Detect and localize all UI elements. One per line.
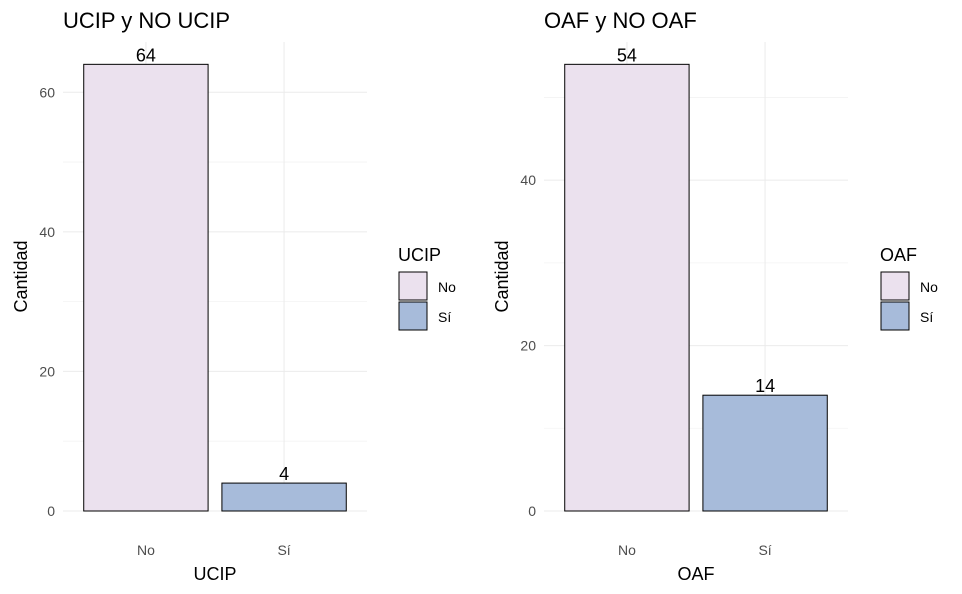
legend-item-label: Sí — [920, 309, 933, 325]
bar-no — [83, 63, 209, 512]
bar-value-label: 54 — [617, 45, 637, 65]
legend-swatch — [398, 271, 428, 301]
y-tick-label: 0 — [47, 503, 55, 519]
bar-value-label: 4 — [279, 464, 289, 484]
x-axis-title: OAF — [677, 564, 714, 584]
x-axis-title: UCIP — [193, 564, 236, 584]
legend-title: UCIP — [398, 245, 441, 265]
legend-swatch — [880, 301, 910, 331]
legend-item-label: No — [438, 279, 456, 295]
chart-title: OAF y NO OAF — [544, 8, 697, 33]
y-tick-label: 20 — [39, 363, 55, 379]
y-tick-label: 0 — [528, 503, 536, 519]
x-tick-label: Sí — [277, 542, 290, 558]
bar-no — [564, 63, 690, 512]
y-tick-label: 40 — [520, 172, 536, 188]
y-tick-label: 40 — [39, 224, 55, 240]
legend-title: OAF — [880, 245, 917, 265]
y-tick-label: 20 — [520, 338, 536, 354]
y-axis-title: Cantidad — [11, 240, 31, 312]
bar-value-label: 64 — [136, 45, 156, 65]
x-tick-label: Sí — [758, 542, 771, 558]
bar-value-label: 14 — [755, 376, 775, 396]
legend-item-label: Sí — [438, 309, 451, 325]
y-axis-title: Cantidad — [492, 240, 512, 312]
legend-swatch — [880, 271, 910, 301]
y-tick-label: 60 — [39, 84, 55, 100]
bar-sí — [702, 394, 828, 512]
legend-item-label: No — [920, 279, 938, 295]
x-tick-label: No — [137, 542, 155, 558]
x-tick-label: No — [618, 542, 636, 558]
legend-swatch — [398, 301, 428, 331]
chart-title: UCIP y NO UCIP — [63, 8, 230, 33]
bar-sí — [221, 482, 347, 512]
